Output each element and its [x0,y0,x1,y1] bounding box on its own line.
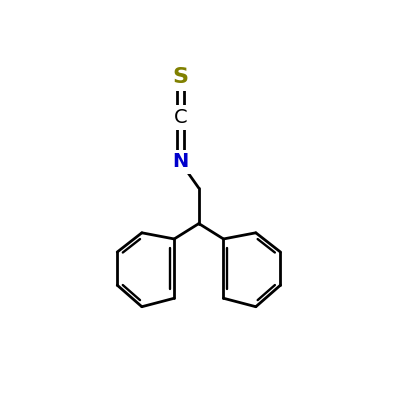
Text: N: N [172,152,188,172]
Text: S: S [172,67,188,87]
Text: C: C [174,108,187,127]
